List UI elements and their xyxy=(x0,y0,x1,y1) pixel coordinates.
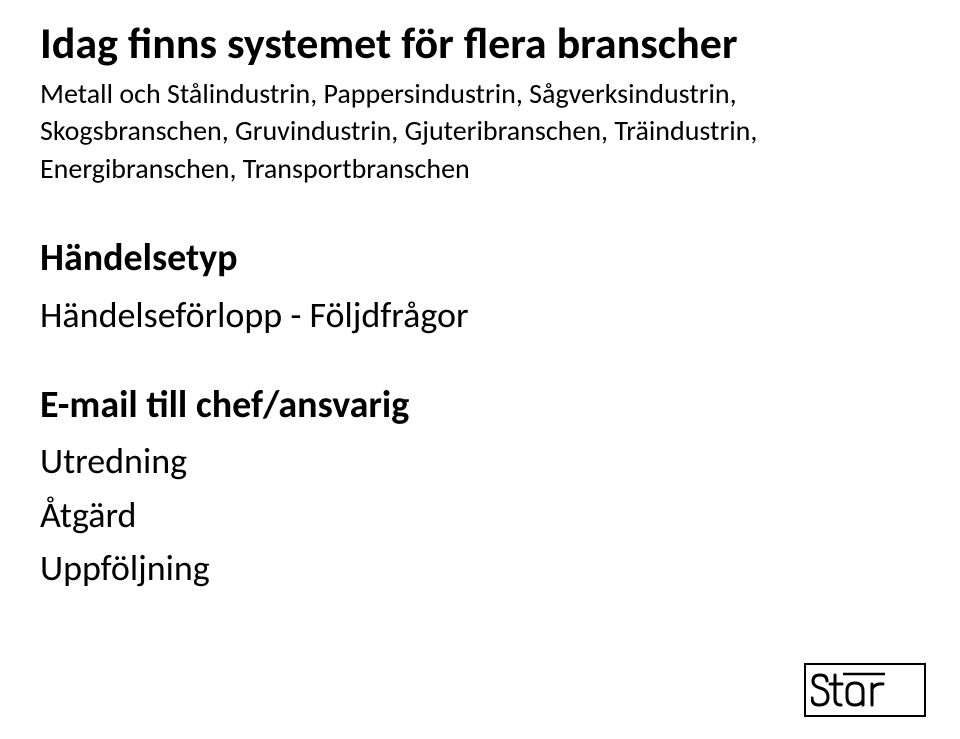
section-followup: Uppföljning xyxy=(40,547,920,590)
section-email-line: E-mail till chef/ansvarig xyxy=(40,383,920,429)
page-title: Idag finns systemet för flera branscher xyxy=(40,18,920,69)
page-subtitle: Metall och Stålindustrin, Pappersindustr… xyxy=(40,75,920,188)
section-action: Åtgärd xyxy=(40,494,920,537)
brand-logo xyxy=(804,663,926,717)
section-event-flow: Händelseförlopp - Följdfrågor xyxy=(40,294,920,337)
document-page: Idag finns systemet för flera branscher … xyxy=(0,0,960,739)
star-logo-icon xyxy=(811,669,919,711)
section-investigation: Utredning xyxy=(40,440,920,483)
section-event-type: Händelsetyp xyxy=(40,236,920,282)
